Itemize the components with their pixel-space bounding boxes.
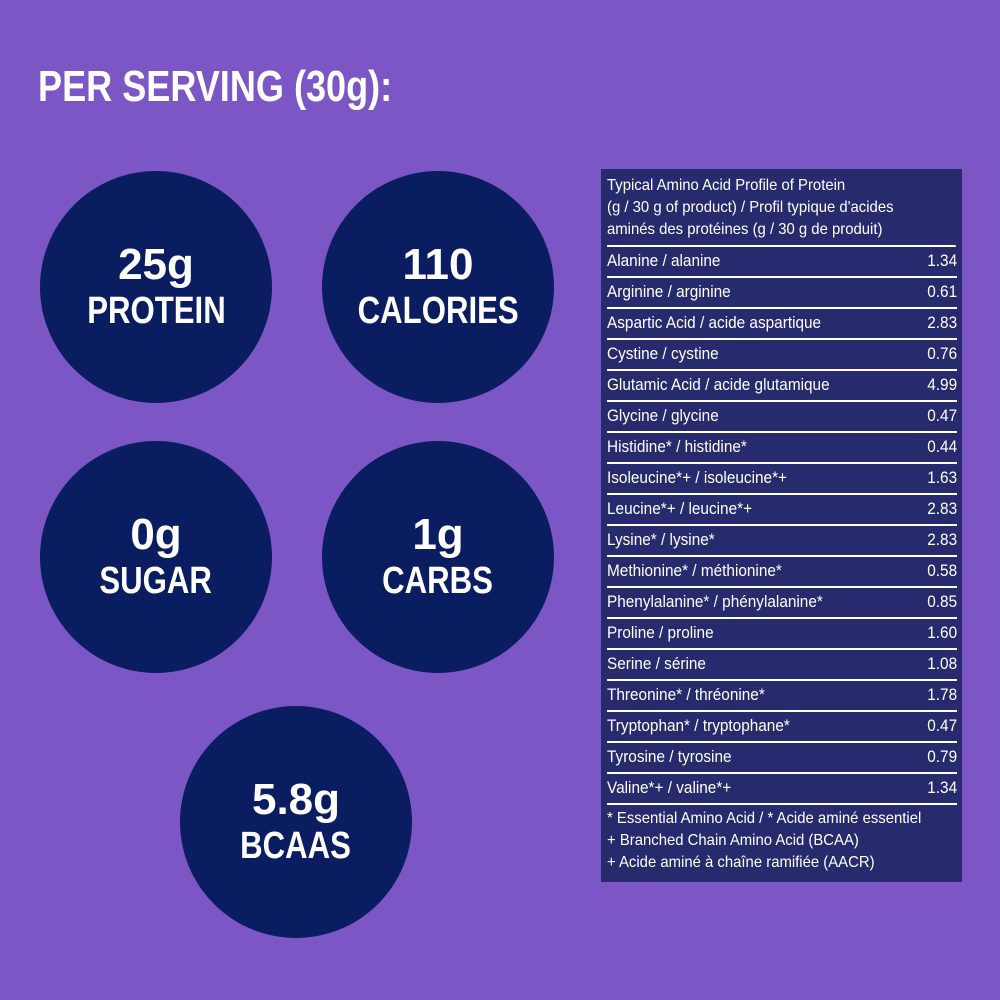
amino-acid-name: Tryptophan* / tryptophane* <box>607 717 790 735</box>
stat-protein: 25g PROTEIN <box>40 171 272 403</box>
amino-acid-name: Alanine / alanine <box>607 252 721 270</box>
page-title: PER SERVING (30g): <box>38 62 393 111</box>
amino-acid-name: Methionine* / méthionine* <box>607 562 782 580</box>
table-row: Glycine / glycine 0.47 <box>607 402 957 433</box>
amino-acid-value: 0.79 <box>927 748 957 766</box>
amino-acid-name: Arginine / arginine <box>607 283 731 301</box>
amino-acid-name: Tyrosine / tyrosine <box>607 748 732 766</box>
amino-acid-value: 0.47 <box>927 717 957 735</box>
table-row: Lysine* / lysine* 2.83 <box>607 526 957 557</box>
table-row: Valine*+ / valine*+ 1.34 <box>607 774 957 805</box>
stat-calories: 110 CALORIES <box>322 171 554 403</box>
amino-acid-value: 0.44 <box>927 438 957 456</box>
amino-acid-value: 4.99 <box>927 376 957 394</box>
table-row: Tyrosine / tyrosine 0.79 <box>607 743 957 774</box>
amino-acid-name: Glycine / glycine <box>607 407 719 425</box>
table-row: Tryptophan* / tryptophane* 0.47 <box>607 712 957 743</box>
amino-acid-name: Lysine* / lysine* <box>607 531 715 549</box>
amino-acid-name: Threonine* / thréonine* <box>607 686 765 704</box>
header-line: (g / 30 g of product) / Profil typique d… <box>607 199 894 216</box>
amino-acid-value: 0.61 <box>927 283 957 301</box>
footnotes: * Essential Amino Acid / * Acide aminé e… <box>607 805 933 874</box>
table-row: Histidine* / histidine* 0.44 <box>607 433 957 464</box>
amino-acid-value: 1.78 <box>927 686 957 704</box>
stat-carbs: 1g CARBS <box>322 441 554 673</box>
table-row: Aspartic Acid / acide aspartique 2.83 <box>607 309 957 340</box>
amino-acid-name: Proline / proline <box>607 624 714 642</box>
footnote: + Acide aminé à chaîne ramifiée (AACR) <box>607 854 875 871</box>
amino-acid-name: Histidine* / histidine* <box>607 438 747 456</box>
amino-acid-name: Serine / sérine <box>607 655 706 673</box>
amino-acid-name: Isoleucine*+ / isoleucine*+ <box>607 469 787 487</box>
stat-label: CALORIES <box>357 290 519 332</box>
table-row: Alanine / alanine 1.34 <box>607 247 957 278</box>
stat-value: 1g <box>412 510 464 559</box>
amino-acid-value: 1.34 <box>927 779 957 797</box>
amino-acid-value: 0.85 <box>927 593 957 611</box>
amino-acid-value: 1.60 <box>927 624 957 642</box>
amino-acid-value: 0.76 <box>927 345 957 363</box>
table-row: Proline / proline 1.60 <box>607 619 957 650</box>
amino-acid-name: Aspartic Acid / acide aspartique <box>607 314 822 332</box>
amino-acid-name: Phenylalanine* / phénylalanine* <box>607 593 823 611</box>
amino-acid-name: Leucine*+ / leucine*+ <box>607 500 753 518</box>
amino-acid-value: 2.83 <box>927 531 957 549</box>
stat-bcaas: 5.8g BCAAS <box>180 706 412 938</box>
header-line: aminés des protéines (g / 30 g de produi… <box>607 221 883 238</box>
table-row: Serine / sérine 1.08 <box>607 650 957 681</box>
footnote: * Essential Amino Acid / * Acide aminé e… <box>607 810 922 827</box>
amino-acid-value: 0.47 <box>927 407 957 425</box>
table-row: Leucine*+ / leucine*+ 2.83 <box>607 495 957 526</box>
table-row: Cystine / cystine 0.76 <box>607 340 957 371</box>
stat-label: CARBS <box>382 560 494 602</box>
stat-value: 25g <box>118 240 194 289</box>
amino-acid-value: 2.83 <box>927 500 957 518</box>
amino-acid-name: Glutamic Acid / acide glutamique <box>607 376 830 394</box>
table-row: Isoleucine*+ / isoleucine*+ 1.63 <box>607 464 957 495</box>
table-row: Phenylalanine* / phénylalanine* 0.85 <box>607 588 957 619</box>
footnote: + Branched Chain Amino Acid (BCAA) <box>607 832 859 849</box>
amino-acid-name: Cystine / cystine <box>607 345 719 363</box>
table-row: Methionine* / méthionine* 0.58 <box>607 557 957 588</box>
table-header: Typical Amino Acid Profile of Protein (g… <box>607 175 956 247</box>
amino-acid-value: 0.58 <box>927 562 957 580</box>
amino-acid-value: 1.34 <box>927 252 957 270</box>
stat-label: PROTEIN <box>86 290 226 332</box>
header-line: Typical Amino Acid Profile of Protein <box>607 177 846 194</box>
stat-label: BCAAS <box>240 825 352 867</box>
amino-acid-name: Valine*+ / valine*+ <box>607 779 732 797</box>
amino-acid-value: 1.08 <box>927 655 957 673</box>
stat-value: 110 <box>402 240 474 289</box>
table-row: Glutamic Acid / acide glutamique 4.99 <box>607 371 957 402</box>
amino-acid-value: 1.63 <box>927 469 957 487</box>
amino-acid-value: 2.83 <box>927 314 957 332</box>
stat-sugar: 0g SUGAR <box>40 441 272 673</box>
table-row: Threonine* / thréonine* 1.78 <box>607 681 957 712</box>
stat-value: 5.8g <box>251 775 341 824</box>
amino-acid-table: Typical Amino Acid Profile of Protein (g… <box>601 169 962 882</box>
stat-label: SUGAR <box>99 560 213 602</box>
table-row: Arginine / arginine 0.61 <box>607 278 957 309</box>
stat-value: 0g <box>130 510 182 559</box>
